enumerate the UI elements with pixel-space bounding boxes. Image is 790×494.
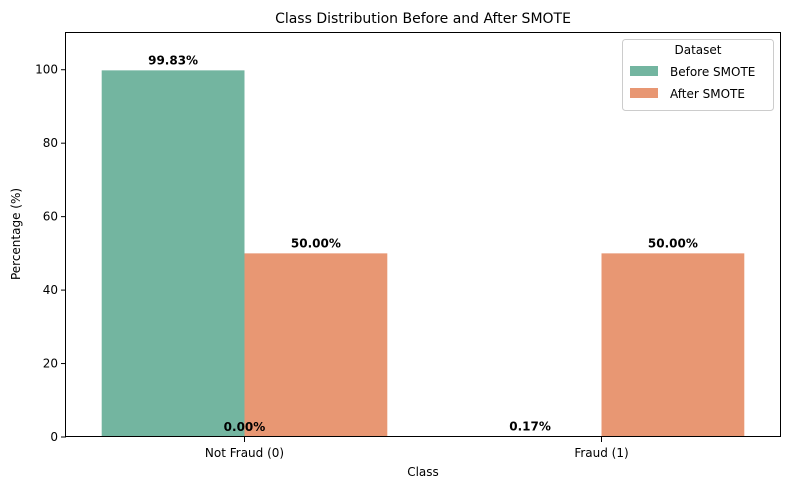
y-axis: 0 20 40 60 80 100: [35, 63, 66, 444]
y-tick-label-5: 100: [35, 63, 58, 77]
x-tick-label-0: Not Fraud (0): [205, 446, 284, 460]
legend-swatch-0: [630, 66, 658, 76]
x-tick-label-1: Fraud (1): [574, 446, 628, 460]
bar-after-smote-0: [244, 253, 388, 437]
legend-box: [622, 39, 774, 111]
legend-label-0: Before SMOTE: [670, 65, 755, 79]
bar-before-smote-0: [101, 70, 245, 438]
plot-area-frame: [65, 32, 781, 437]
y-tick-label-4: 80: [43, 136, 58, 150]
data-labels-layer: 99.83% 0.17% 50.00% 50.00% 0.00%: [148, 53, 698, 434]
data-label-0: 99.83%: [148, 53, 198, 67]
data-label-2: 50.00%: [291, 236, 341, 250]
y-axis-label: Percentage (%): [9, 188, 23, 280]
x-axis-label: Class: [407, 465, 439, 479]
y-tick-label-0: 0: [50, 430, 58, 444]
data-label-4: 0.00%: [224, 420, 266, 434]
y-tick-label-2: 40: [43, 283, 58, 297]
chart-title: Class Distribution Before and After SMOT…: [275, 11, 571, 27]
legend-items: Before SMOTE After SMOTE: [630, 65, 755, 101]
legend: Dataset Before SMOTE After SMOTE: [622, 39, 774, 111]
y-tick-label-3: 60: [43, 210, 58, 224]
data-label-3: 50.00%: [648, 236, 698, 250]
bar-after-smote-1: [601, 253, 745, 437]
legend-label-1: After SMOTE: [670, 87, 745, 101]
legend-title: Dataset: [675, 43, 722, 57]
data-label-1: 0.17%: [509, 419, 551, 433]
y-tick-label-1: 20: [43, 357, 58, 371]
legend-swatch-1: [630, 88, 658, 98]
bars-layer: [101, 70, 745, 438]
x-axis: Not Fraud (0) Fraud (1): [205, 437, 629, 460]
